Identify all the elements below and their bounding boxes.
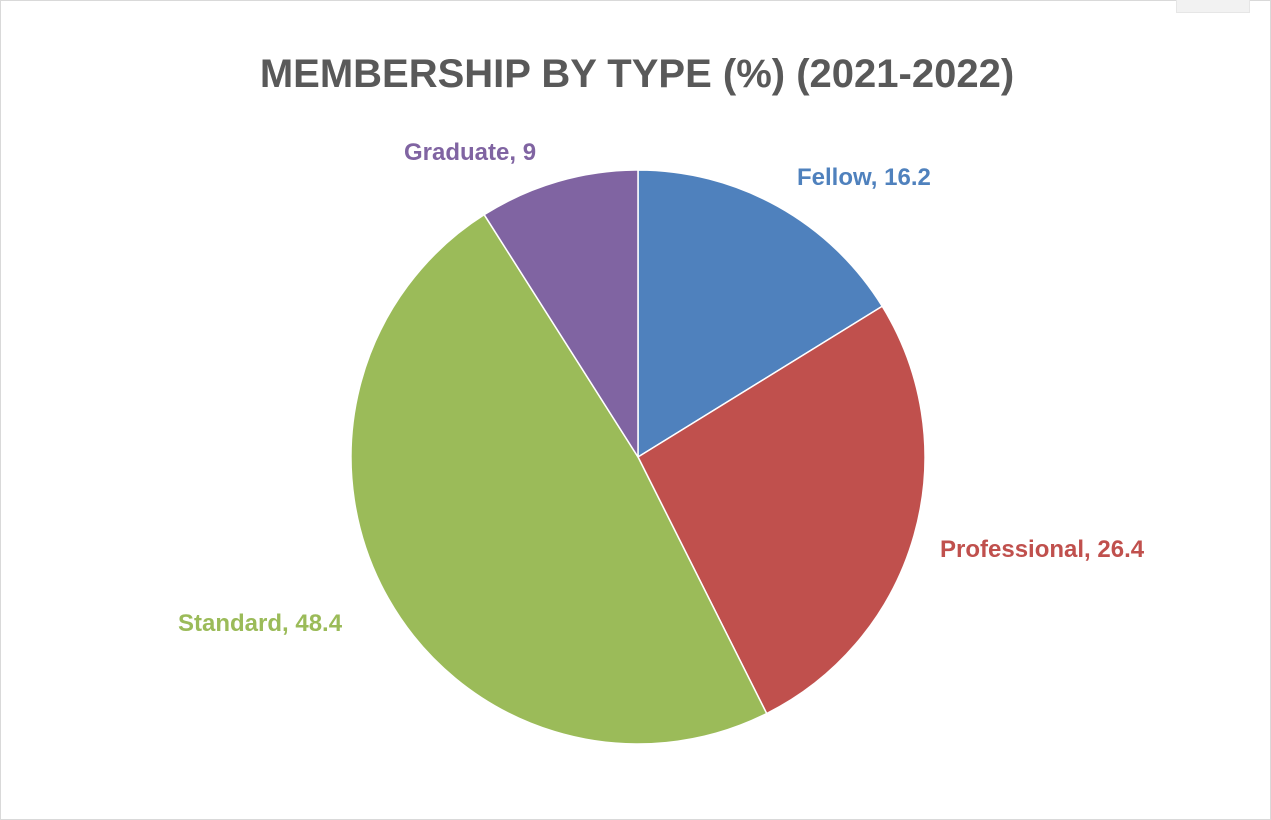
pie-slices <box>350 169 926 745</box>
slice-label-standard: Standard, 48.4 <box>178 610 343 637</box>
pie-slice-standard <box>350 213 768 745</box>
chart-title: MEMBERSHIP BY TYPE (%) (2021-2022) <box>260 52 1014 96</box>
slice-label-fellow: Fellow, 16.2 <box>797 164 931 191</box>
pie-slice-graduate <box>483 169 639 460</box>
slice-label-professional: Professional, 26.4 <box>940 536 1145 563</box>
slice-labels: Fellow, 16.2 Professional, 26.4 Standard, … <box>178 139 1145 637</box>
slice-label-graduate: Graduate, 9 <box>404 139 536 166</box>
pie-slice-professional <box>637 305 926 715</box>
pie-slice-fellow <box>637 169 884 459</box>
chart-corner-tab <box>1176 0 1250 13</box>
